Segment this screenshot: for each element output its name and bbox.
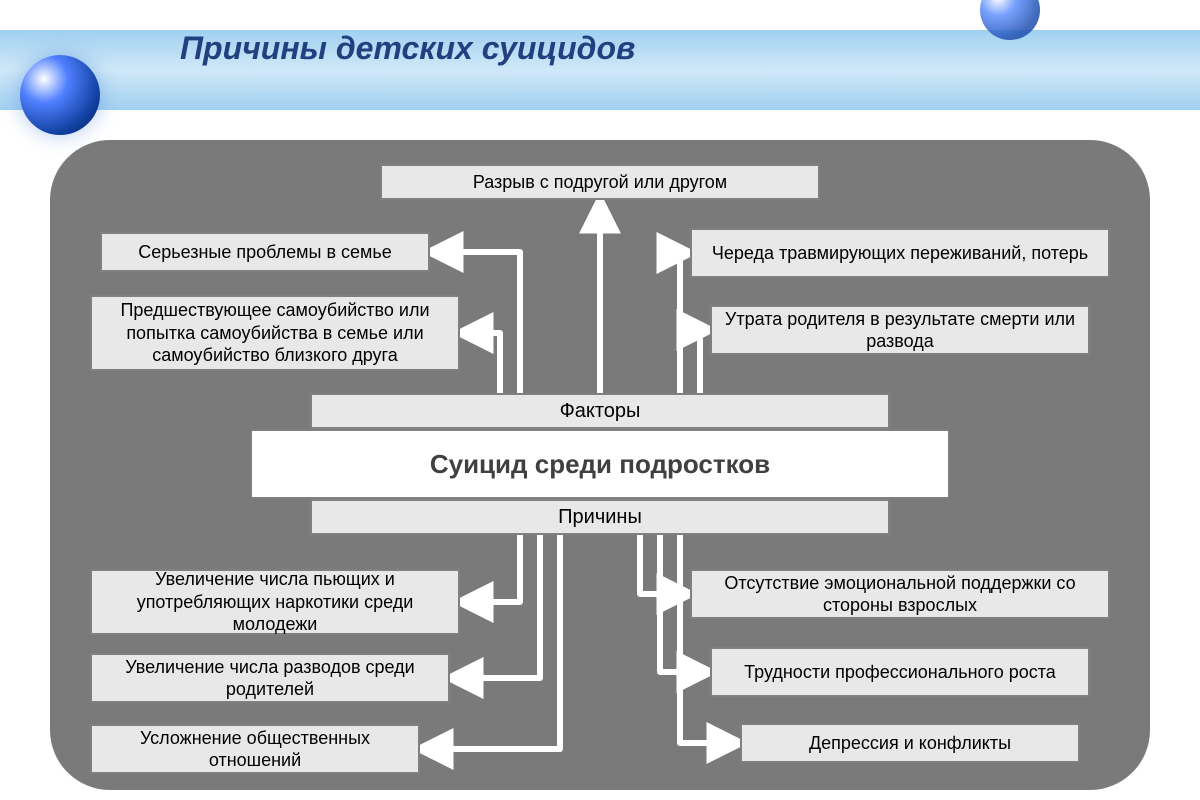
decorative-sphere-large bbox=[20, 55, 100, 135]
diagram-canvas: Разрыв с подругой или другом Серьезные п… bbox=[50, 140, 1150, 790]
center-factors-label: Факторы bbox=[310, 393, 890, 429]
page-title: Причины детских суицидов bbox=[180, 30, 635, 67]
cause-node: Увеличение числа пьющих и употребляющих … bbox=[90, 569, 460, 635]
cause-node: Депрессия и конфликты bbox=[740, 723, 1080, 763]
factor-node: Разрыв с подругой или другом bbox=[380, 164, 820, 200]
center-main-label: Суицид среди подростков bbox=[250, 429, 950, 499]
center-causes-label: Причины bbox=[310, 499, 890, 535]
cause-node: Усложнение общественных отношений bbox=[90, 724, 420, 774]
factor-node: Предшествующее самоубийство или попытка … bbox=[90, 295, 460, 371]
factor-node: Череда травмирующих переживаний, потерь bbox=[690, 228, 1110, 278]
factor-node: Серьезные проблемы в семье bbox=[100, 232, 430, 272]
cause-node: Увеличение числа разводов среди родителе… bbox=[90, 653, 450, 703]
cause-node: Отсутствие эмоциональной поддержки со ст… bbox=[690, 569, 1110, 619]
cause-node: Трудности профессионального роста bbox=[710, 647, 1090, 697]
factor-node: Утрата родителя в результате смерти или … bbox=[710, 305, 1090, 355]
